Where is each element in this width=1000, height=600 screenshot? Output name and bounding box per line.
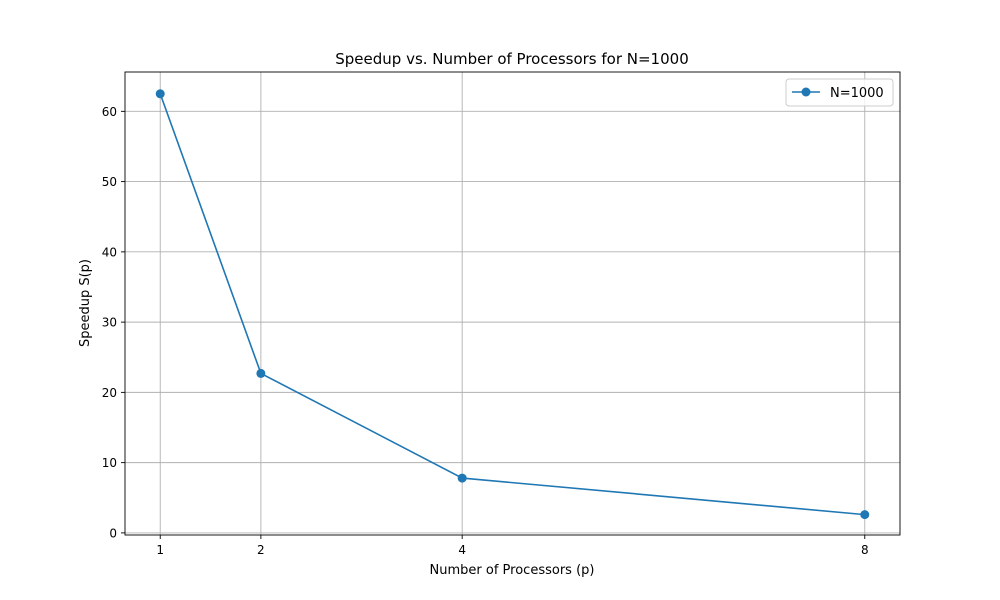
legend-box <box>785 78 894 107</box>
data-point-0-0 <box>155 89 165 99</box>
x-tick-label-0: 1 <box>156 543 164 557</box>
axis-ticks: 1 2 4 8 0 10 20 30 40 50 60 <box>102 105 869 557</box>
y-tick-label-4: 40 <box>102 245 117 259</box>
legend-entry-label: N=1000 <box>830 86 884 101</box>
y-tick-label-6: 60 <box>102 105 117 119</box>
x-tick-label-1: 2 <box>257 543 265 557</box>
legend-marker-sample <box>801 87 811 97</box>
x-tick-label-2: 4 <box>458 543 466 557</box>
series-layer <box>155 89 870 520</box>
y-tick-label-3: 30 <box>102 316 117 330</box>
y-tick-label-2: 20 <box>102 386 117 400</box>
data-point-0-2 <box>457 473 467 483</box>
data-point-0-3 <box>860 510 870 520</box>
y-tick-label-1: 10 <box>102 456 117 470</box>
data-point-0-1 <box>256 368 266 378</box>
grid <box>125 72 900 535</box>
y-tick-label-5: 50 <box>102 175 117 189</box>
chart-title: Speedup vs. Number of Processors for N=1… <box>335 50 688 68</box>
legend: N=1000 <box>785 78 894 107</box>
x-tick-label-3: 8 <box>861 543 869 557</box>
plot-area-frame <box>124 71 901 536</box>
y-axis-label: Speedup S(p) <box>78 259 93 347</box>
series-line-0 <box>159 93 865 516</box>
x-axis-label: Number of Processors (p) <box>430 563 595 578</box>
y-tick-label-0: 0 <box>109 526 117 540</box>
